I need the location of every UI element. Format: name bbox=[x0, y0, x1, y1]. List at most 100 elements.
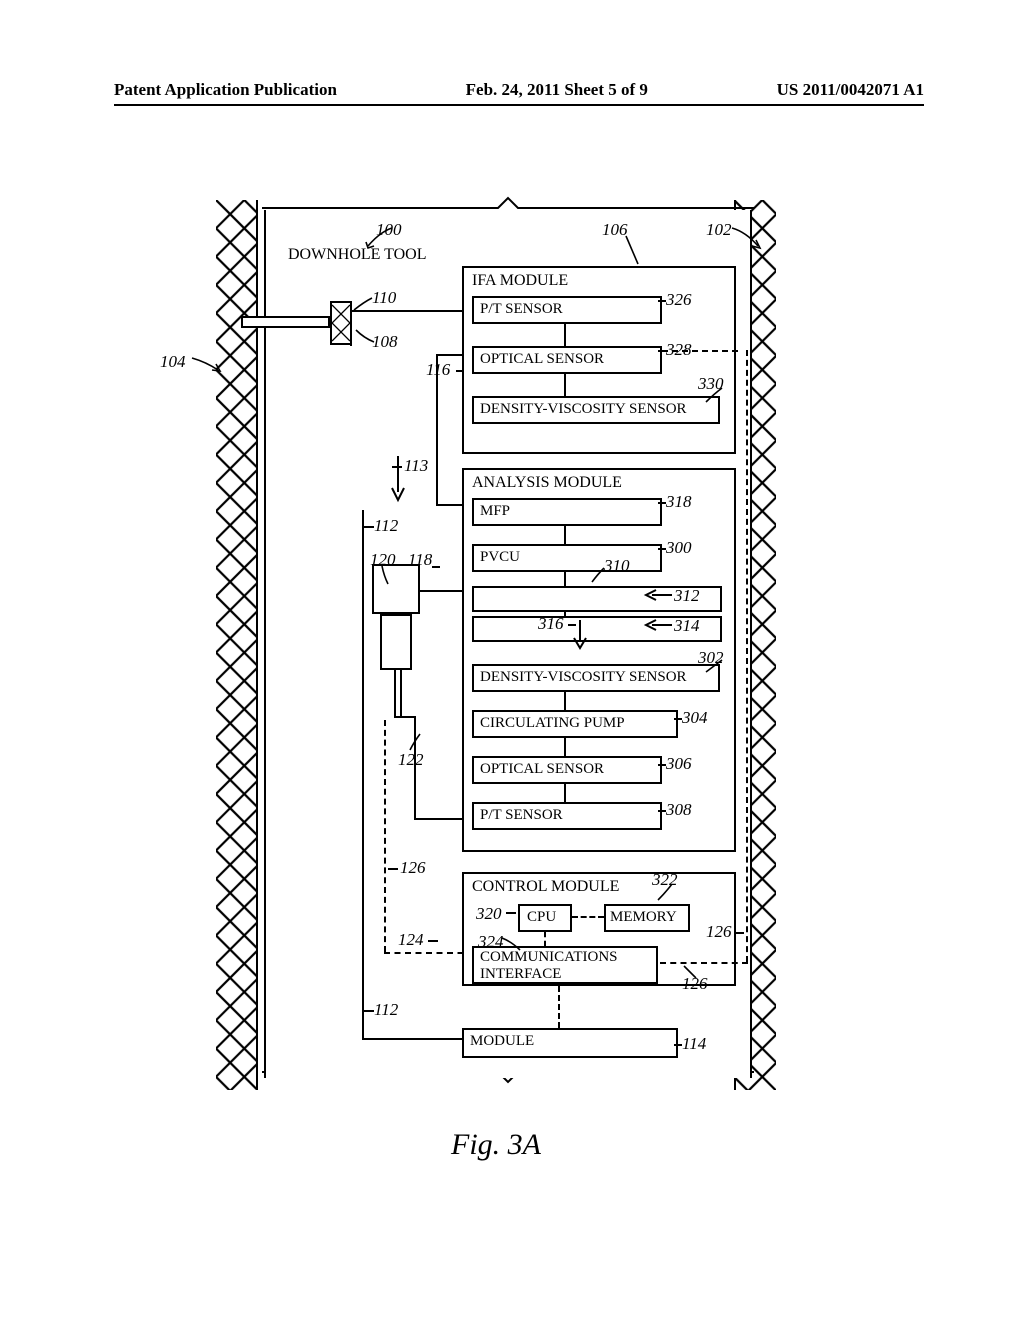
lead-102 bbox=[732, 228, 762, 255]
flowline-108 bbox=[350, 328, 352, 346]
header-right: US 2011/0042071 A1 bbox=[777, 80, 924, 100]
ref-304: 304 bbox=[682, 708, 708, 728]
memory-box: MEMORY bbox=[604, 904, 690, 932]
ref-316: 316 bbox=[538, 614, 564, 634]
ref-126b: 126 bbox=[706, 922, 732, 942]
line-112-h bbox=[362, 1038, 462, 1040]
mfp-label: MFP bbox=[480, 503, 510, 520]
ref-104: 104 bbox=[160, 352, 186, 372]
page: Patent Application Publication Feb. 24, … bbox=[0, 0, 1024, 1320]
ref-114: 114 bbox=[682, 1034, 706, 1054]
cpu-ci-dash bbox=[544, 932, 546, 946]
t304 bbox=[674, 718, 682, 720]
ref-310: 310 bbox=[604, 556, 630, 576]
line-122-h bbox=[394, 716, 414, 718]
lead-110 bbox=[352, 298, 374, 317]
ref-300: 300 bbox=[666, 538, 692, 558]
cpu-box: CPU bbox=[518, 904, 572, 932]
ref-308: 308 bbox=[666, 800, 692, 820]
ref-306: 306 bbox=[666, 754, 692, 774]
lead-100 bbox=[364, 228, 394, 255]
probe-packer bbox=[330, 301, 352, 345]
t306 bbox=[658, 764, 666, 766]
pvcu-label: PVCU bbox=[480, 549, 520, 566]
t124 bbox=[428, 940, 438, 942]
ref-118: 118 bbox=[408, 550, 432, 570]
ref-112b: 112 bbox=[374, 1000, 398, 1020]
tool-title: DOWNHOLE TOOL bbox=[288, 246, 427, 264]
comm-label: COMMUNICATIONS INTERFACE bbox=[480, 949, 618, 984]
line-116h-top bbox=[436, 354, 462, 356]
ifa-density-label: DENSITY-VISCOSITY SENSOR bbox=[480, 401, 687, 418]
t126b bbox=[734, 932, 744, 934]
t113 bbox=[392, 466, 402, 468]
t114 bbox=[674, 1044, 682, 1046]
ref-318: 318 bbox=[666, 492, 692, 512]
t112 bbox=[364, 526, 374, 528]
ifa-optical-label: OPTICAL SENSOR bbox=[480, 351, 604, 368]
t320 bbox=[506, 912, 516, 914]
lead-104 bbox=[192, 358, 220, 377]
lead-122 bbox=[408, 734, 424, 757]
bottom-module: MODULE bbox=[462, 1028, 678, 1058]
lead-108 bbox=[354, 330, 376, 351]
bottom-module-label: MODULE bbox=[470, 1033, 534, 1050]
page-header: Patent Application Publication Feb. 24, … bbox=[114, 80, 924, 100]
borehole-wall-left bbox=[216, 200, 258, 1090]
lead-310 bbox=[592, 568, 606, 589]
lead-302 bbox=[706, 660, 724, 679]
line-120-analysis bbox=[420, 590, 462, 592]
analysis-pt-label: P/T SENSOR bbox=[480, 807, 563, 824]
analysis-module: ANALYSIS MODULE MFP PVCU DENSITY-VISC bbox=[462, 468, 736, 852]
am-c5 bbox=[564, 784, 566, 802]
block-118-stem bbox=[394, 670, 396, 718]
analysis-optical-label: OPTICAL SENSOR bbox=[480, 761, 604, 778]
line-116v bbox=[436, 454, 438, 504]
ifa-pt-sensor: P/T SENSOR bbox=[472, 296, 662, 324]
t328 bbox=[658, 350, 666, 352]
ref-320: 320 bbox=[476, 904, 502, 924]
arrow-314 bbox=[644, 618, 674, 637]
analysis-density-label: DENSITY-VISCOSITY SENSOR bbox=[480, 669, 687, 686]
dashed-bus-right-h bbox=[660, 962, 748, 964]
tick-116 bbox=[456, 370, 464, 372]
ifa-conn-1 bbox=[564, 324, 566, 346]
ref-113: 113 bbox=[404, 456, 428, 476]
pump-label: CIRCULATING PUMP bbox=[480, 715, 625, 732]
am-c2 bbox=[564, 572, 566, 586]
ifa-module: IFA MODULE P/T SENSOR OPTICAL SENSOR DEN… bbox=[462, 266, 736, 454]
ref-116: 116 bbox=[426, 360, 450, 380]
line-122-analysis bbox=[414, 818, 462, 820]
downhole-tool: DOWNHOLE TOOL IFA MODULE P/T SENSOR bbox=[264, 210, 752, 1078]
ifa-conn-2 bbox=[564, 374, 566, 396]
t300 bbox=[658, 548, 666, 550]
header-rule bbox=[114, 104, 924, 106]
lead-322 bbox=[658, 884, 676, 907]
lead-330 bbox=[706, 388, 726, 411]
analysis-pvcu: PVCU bbox=[472, 544, 662, 572]
analysis-density-sensor: DENSITY-VISCOSITY SENSOR bbox=[472, 664, 720, 692]
line-116h bbox=[436, 504, 462, 506]
control-title: CONTROL MODULE bbox=[472, 878, 619, 896]
ref-312: 312 bbox=[674, 586, 700, 606]
header-center: Feb. 24, 2011 Sheet 5 of 9 bbox=[466, 80, 648, 100]
block-118 bbox=[380, 614, 412, 670]
dashed-126-left-h bbox=[384, 952, 474, 954]
header-left: Patent Application Publication bbox=[114, 80, 337, 100]
t318 bbox=[658, 502, 666, 504]
t316 bbox=[568, 624, 576, 626]
t112b bbox=[364, 1010, 374, 1012]
t308 bbox=[658, 810, 666, 812]
figure-caption: Fig. 3A bbox=[176, 1128, 816, 1162]
circulating-pump: CIRCULATING PUMP bbox=[472, 710, 678, 738]
lead-106 bbox=[622, 236, 642, 271]
ref-328: 328 bbox=[666, 340, 692, 360]
line-112 bbox=[362, 510, 364, 1038]
analysis-pt-sensor: P/T SENSOR bbox=[472, 802, 662, 830]
ifa-title: IFA MODULE bbox=[472, 272, 568, 290]
figure-stage: DOWNHOLE TOOL IFA MODULE P/T SENSOR bbox=[176, 200, 816, 1120]
ref-314: 314 bbox=[674, 616, 700, 636]
lead-120 bbox=[378, 566, 392, 591]
t118 bbox=[432, 566, 440, 568]
cpu-label: CPU bbox=[527, 909, 556, 926]
